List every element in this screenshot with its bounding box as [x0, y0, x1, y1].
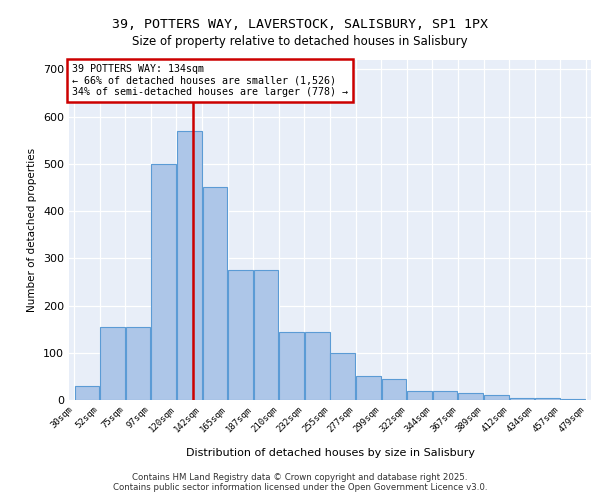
Bar	[151, 164, 176, 400]
Bar	[74, 386, 99, 400]
Text: 39, POTTERS WAY, LAVERSTOCK, SALISBURY, SP1 1PX: 39, POTTERS WAY, LAVERSTOCK, SALISBURY, …	[112, 18, 488, 30]
Bar	[279, 332, 304, 400]
Bar	[305, 332, 329, 400]
Bar	[484, 396, 509, 400]
Bar	[331, 353, 355, 400]
Y-axis label: Number of detached properties: Number of detached properties	[28, 148, 37, 312]
Bar	[177, 131, 202, 400]
Bar	[254, 270, 278, 400]
Bar	[561, 398, 586, 400]
Text: Contains HM Land Registry data © Crown copyright and database right 2025.
Contai: Contains HM Land Registry data © Crown c…	[113, 473, 487, 492]
Bar	[407, 390, 432, 400]
X-axis label: Distribution of detached houses by size in Salisbury: Distribution of detached houses by size …	[185, 448, 475, 458]
Bar	[509, 398, 534, 400]
Bar	[100, 327, 125, 400]
Bar	[382, 379, 406, 400]
Text: Size of property relative to detached houses in Salisbury: Size of property relative to detached ho…	[132, 35, 468, 48]
Bar	[433, 390, 457, 400]
Bar	[458, 393, 483, 400]
Bar	[228, 270, 253, 400]
Text: 39 POTTERS WAY: 134sqm
← 66% of detached houses are smaller (1,526)
34% of semi-: 39 POTTERS WAY: 134sqm ← 66% of detached…	[73, 64, 349, 97]
Bar	[535, 398, 560, 400]
Bar	[203, 188, 227, 400]
Bar	[126, 327, 151, 400]
Bar	[356, 376, 381, 400]
